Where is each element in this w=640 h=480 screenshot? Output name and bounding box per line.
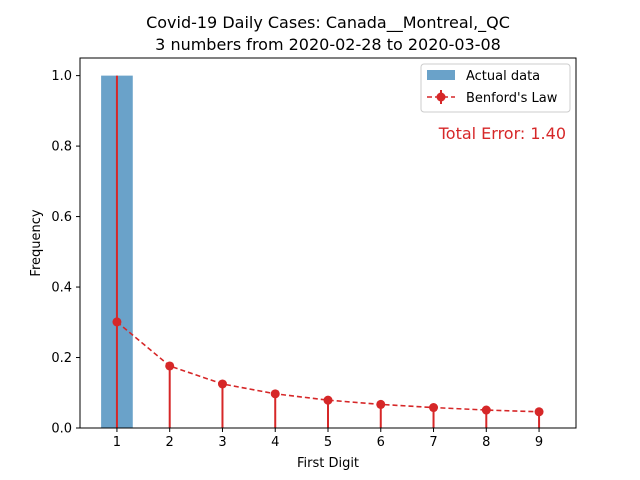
x-tick-label-6: 6 [377, 435, 385, 450]
benford-point-5 [323, 395, 333, 405]
benford-point-9 [534, 407, 544, 417]
benford-point-3 [217, 379, 227, 389]
x-tick-label-3: 3 [218, 435, 226, 450]
total-error-annotation: Total Error: 1.40 [438, 124, 566, 143]
y-axis-label: Frequency [29, 209, 44, 276]
y-tick-label-3: 0.6 [51, 210, 72, 225]
benford-point-6 [376, 399, 386, 409]
x-tick-label-1: 1 [113, 435, 121, 450]
legend-marker [436, 92, 446, 102]
benford-point-7 [429, 403, 439, 413]
benford-line-series [112, 317, 544, 417]
y-tick-label-1: 0.2 [51, 351, 72, 366]
legend-box [420, 63, 571, 113]
benford-point-2 [165, 361, 175, 371]
legend-bar-swatch [427, 70, 455, 80]
x-tick-label-7: 7 [429, 435, 437, 450]
chart-subtitle: 3 numbers from 2020-02-28 to 2020-03-08 [155, 35, 501, 54]
y-tick-label-0: 0.0 [51, 422, 72, 437]
y-tick-label-5: 1.0 [51, 69, 72, 84]
x-tick-label-8: 8 [482, 435, 490, 450]
benford-point-4 [270, 389, 280, 399]
x-tick-label-4: 4 [271, 435, 279, 450]
benford-point-8 [481, 405, 491, 415]
benford-line [116, 321, 540, 413]
x-axis-label: First Digit [297, 456, 359, 471]
legend: Actual data Benford's Law [420, 63, 571, 113]
x-tick-label-5: 5 [324, 435, 332, 450]
legend-label-benford: Benford's Law [466, 91, 558, 106]
benford-point-1 [112, 317, 122, 327]
y-tick-label-4: 0.8 [51, 140, 72, 155]
legend-label-actual: Actual data [466, 69, 540, 84]
y-tick-label-2: 0.4 [51, 281, 72, 296]
x-axis-ticks: 1 2 3 4 5 6 7 8 9 [113, 428, 543, 450]
y-axis-ticks: 0.0 0.2 0.4 0.6 0.8 1.0 [51, 69, 80, 437]
x-tick-label-2: 2 [166, 435, 174, 450]
x-tick-label-9: 9 [535, 435, 543, 450]
chart-title: Covid-19 Daily Cases: Canada__Montreal,_… [146, 13, 510, 33]
